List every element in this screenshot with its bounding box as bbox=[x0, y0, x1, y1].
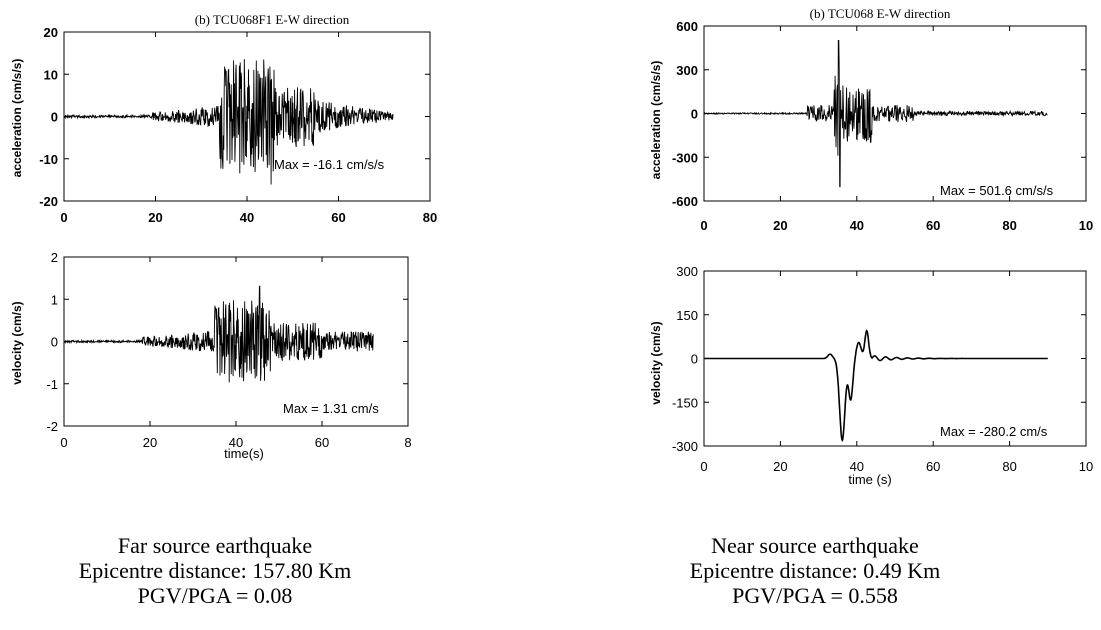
far-acc-max-annotation: Max = -16.1 cm/s/s bbox=[274, 157, 385, 172]
y-tick-label: 0 bbox=[51, 110, 58, 125]
far-caption-title: Far source earthquake bbox=[117, 533, 313, 558]
x-tick-label: 40 bbox=[240, 210, 254, 225]
y-tick-label: 2 bbox=[51, 250, 58, 265]
y-tick-label: -300 bbox=[672, 150, 698, 165]
x-tick-label: 60 bbox=[331, 210, 345, 225]
x-tick-label: 60 bbox=[926, 218, 940, 233]
y-tick-label: -2 bbox=[46, 419, 58, 434]
x-tick-label: 80 bbox=[1002, 218, 1016, 233]
series-line bbox=[63, 59, 394, 185]
x-tick-label: 40 bbox=[850, 218, 864, 233]
y-tick-label: 1 bbox=[51, 292, 58, 307]
near-acc-ylabel: acceleration (cm/s/s) bbox=[649, 61, 663, 180]
x-tick-label: 10 bbox=[1079, 459, 1093, 474]
far-acc-title: (b) TCU068F1 E-W direction bbox=[195, 12, 350, 27]
far-velocity-panel: velocity (cm/s) time(s) Max = 1.31 cm/s … bbox=[10, 250, 412, 461]
near-caption-title: Near source earthquake bbox=[711, 533, 919, 558]
x-tick-label: 60 bbox=[315, 435, 329, 450]
far-caption-distance: Epicentre distance: 157.80 Km bbox=[78, 558, 352, 583]
far-vel-xlabel: time(s) bbox=[224, 446, 264, 461]
x-tick-label: 40 bbox=[850, 459, 864, 474]
near-velocity-panel: velocity (cm/s) time (s) Max = -280.2 cm… bbox=[649, 264, 1093, 487]
x-tick-label: 80 bbox=[1002, 459, 1016, 474]
y-tick-label: 300 bbox=[676, 63, 698, 78]
y-tick-label: -20 bbox=[39, 194, 58, 209]
x-tick-label: 0 bbox=[700, 218, 707, 233]
x-tick-label: 20 bbox=[148, 210, 162, 225]
far-vel-max-annotation: Max = 1.31 cm/s bbox=[283, 401, 379, 416]
y-tick-label: -1 bbox=[46, 377, 58, 392]
y-tick-label: -300 bbox=[672, 439, 698, 454]
y-tick-label: 20 bbox=[44, 25, 58, 40]
x-tick-label: 10 bbox=[1079, 218, 1093, 233]
x-tick-label: 20 bbox=[773, 218, 787, 233]
x-tick-label: 0 bbox=[60, 210, 67, 225]
x-tick-label: 40 bbox=[229, 435, 243, 450]
x-tick-label: 20 bbox=[143, 435, 157, 450]
series-line bbox=[704, 329, 1048, 442]
y-tick-label: 10 bbox=[44, 67, 58, 82]
y-tick-label: -150 bbox=[672, 395, 698, 410]
y-tick-label: -600 bbox=[672, 194, 698, 209]
near-vel-max-annotation: Max = -280.2 cm/s bbox=[940, 424, 1048, 439]
near-acceleration-panel: (b) TCU068 E-W direction acceleration (c… bbox=[649, 6, 1093, 233]
near-source-caption: Near source earthquake Epicentre distanc… bbox=[640, 533, 990, 608]
y-tick-label: 0 bbox=[691, 352, 698, 367]
x-tick-label: 8 bbox=[404, 435, 411, 450]
near-acc-title: (b) TCU068 E-W direction bbox=[810, 6, 951, 21]
x-tick-label: 80 bbox=[423, 210, 437, 225]
near-caption-distance: Epicentre distance: 0.49 Km bbox=[689, 558, 941, 583]
far-acceleration-panel: (b) TCU068F1 E-W direction acceleration … bbox=[10, 12, 437, 225]
series-line bbox=[703, 39, 1048, 188]
y-tick-label: 600 bbox=[676, 19, 698, 34]
far-acc-ylabel: acceleration (cm/s/s) bbox=[10, 59, 24, 178]
near-acc-max-annotation: Max = 501.6 cm/s/s bbox=[940, 183, 1054, 198]
far-caption-ratio: PGV/PGA = 0.08 bbox=[137, 583, 293, 608]
y-tick-label: 0 bbox=[51, 335, 58, 350]
y-tick-label: 150 bbox=[676, 308, 698, 323]
far-vel-ylabel: velocity (cm/s) bbox=[10, 301, 24, 384]
x-tick-label: 20 bbox=[773, 459, 787, 474]
series-line bbox=[63, 285, 374, 383]
near-vel-ylabel: velocity (cm/s) bbox=[649, 321, 663, 404]
x-tick-label: 60 bbox=[926, 459, 940, 474]
y-tick-label: 300 bbox=[676, 264, 698, 279]
far-source-caption: Far source earthquake Epicentre distance… bbox=[40, 533, 390, 608]
x-tick-label: 0 bbox=[700, 459, 707, 474]
x-tick-label: 0 bbox=[60, 435, 67, 450]
y-tick-label: 0 bbox=[691, 107, 698, 122]
y-tick-label: -10 bbox=[39, 152, 58, 167]
near-caption-ratio: PGV/PGA = 0.558 bbox=[732, 583, 898, 608]
near-vel-xlabel: time (s) bbox=[848, 472, 891, 487]
